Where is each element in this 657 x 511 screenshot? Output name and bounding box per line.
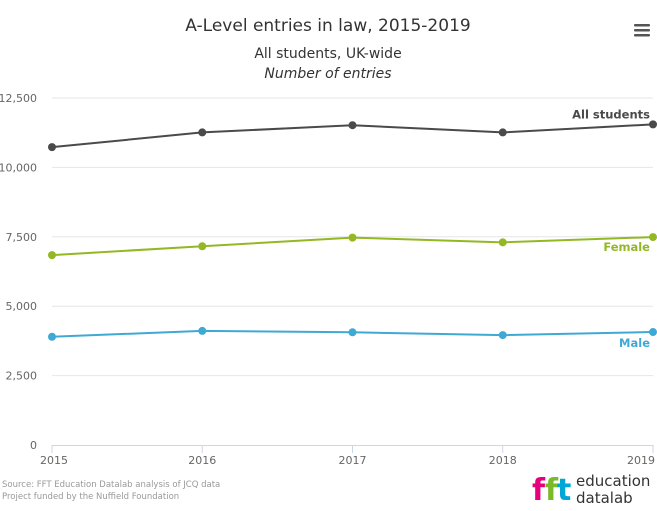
funding-credit: Project funded by the Nuffield Foundatio… <box>2 492 179 502</box>
fft-datalab-logo: f f t education datalab <box>532 472 650 508</box>
data-point[interactable] <box>649 120 657 129</box>
chart-subtitle: All students, UK-wide <box>254 46 401 62</box>
data-point[interactable] <box>48 332 56 341</box>
data-point[interactable] <box>348 328 357 337</box>
data-point[interactable] <box>649 328 657 337</box>
logo-mark-letter: f <box>532 473 546 508</box>
data-point[interactable] <box>498 238 507 247</box>
data-point[interactable] <box>48 143 56 152</box>
data-point[interactable] <box>198 242 207 251</box>
hamburger-menu-icon <box>634 24 650 27</box>
context-menu-button[interactable] <box>630 18 654 40</box>
logo-word-education: education <box>576 472 650 490</box>
series-end-label: All students <box>572 107 650 121</box>
data-point[interactable] <box>498 331 507 340</box>
chart-subtitle-units: Number of entries <box>264 66 391 82</box>
chart-title: A-Level entries in law, 2015-2019 <box>185 16 470 36</box>
y-tick-label: 2,500 <box>6 370 38 383</box>
y-tick-label: 7,500 <box>6 231 38 244</box>
series-end-label: Male <box>619 336 650 350</box>
x-tick-label: 2017 <box>339 454 367 467</box>
x-tick-label: 2019 <box>627 454 655 467</box>
data-point[interactable] <box>498 128 507 137</box>
logo-word-datalab: datalab <box>576 489 633 507</box>
x-tick-label: 2015 <box>40 454 68 467</box>
data-point[interactable] <box>48 251 56 260</box>
data-point[interactable] <box>348 121 357 130</box>
logo-mark-letter: f <box>545 473 559 508</box>
x-tick-label: 2016 <box>188 454 216 467</box>
data-point[interactable] <box>348 233 357 242</box>
series-labels: All students Female Male <box>572 107 650 350</box>
y-tick-label: 12,500 <box>0 92 37 105</box>
y-tick-label: 10,000 <box>0 161 37 174</box>
source-credit: Source: FFT Education Datalab analysis o… <box>2 480 220 490</box>
series-group <box>48 120 657 341</box>
axes: 0 2,500 5,000 7,500 10,000 12,500 2015 2016 2017… <box>0 92 655 467</box>
y-tick-label: 5,000 <box>6 300 38 313</box>
data-point[interactable] <box>198 326 207 335</box>
series-end-label: Female <box>603 240 650 254</box>
x-tick-label: 2018 <box>489 454 517 467</box>
logo-mark-letter: t <box>557 473 571 508</box>
data-point[interactable] <box>198 128 207 137</box>
data-point[interactable] <box>649 233 657 242</box>
y-tick-label: 0 <box>30 439 37 452</box>
